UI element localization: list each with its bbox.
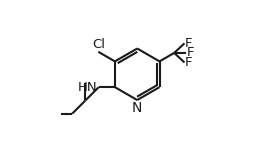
Text: F: F [185,56,193,69]
Text: F: F [185,37,193,50]
Text: Cl: Cl [92,38,105,51]
Text: HN: HN [78,81,97,94]
Text: F: F [187,46,194,59]
Text: N: N [132,102,142,116]
